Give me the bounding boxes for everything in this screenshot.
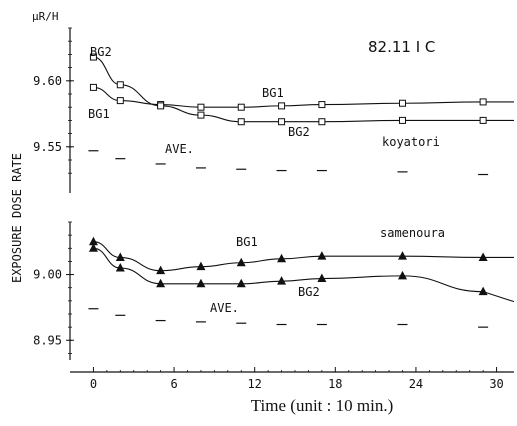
- data-point-bg2-koyatori: [157, 102, 165, 110]
- data-point-bg2-samenoura: [277, 276, 287, 285]
- y-tick-label-samenoura: 8.95: [33, 333, 62, 347]
- station-label-samenoura: samenoura: [380, 226, 445, 240]
- x-tick-label: 0: [90, 377, 97, 391]
- data-point-bg2-samenoura: [156, 278, 166, 288]
- series-line-bg2-koyatori: [93, 56, 514, 123]
- data-point-bg2-samenoura: [317, 273, 327, 283]
- x-tick-label: 18: [328, 377, 342, 391]
- data-point-bg1-koyatori: [116, 97, 124, 105]
- data-point-bg2-koyatori: [399, 116, 406, 124]
- data-point-bg1-samenoura: [196, 261, 206, 271]
- data-point-bg2-samenoura: [115, 263, 125, 272]
- data-point-bg1-koyatori: [237, 103, 245, 111]
- data-point-bg1-koyatori: [197, 103, 205, 111]
- plot-layer: 9.55 9.60 BG1 BG1 BG2 BG2 AVE. 8.95 9.00 BG1 BG2 AV…: [33, 27, 515, 391]
- series-line-bg1-koyatori: [93, 86, 514, 108]
- y-tick-label-koyatori: 9.55: [33, 140, 62, 154]
- series-label-bg2-samenoura: BG2: [298, 285, 320, 299]
- data-point-bg2-samenoura: [88, 243, 98, 252]
- x-tick-label: 12: [247, 377, 261, 391]
- data-point-bg1-koyatori: [89, 83, 97, 91]
- data-point-bg1-samenoura: [317, 251, 327, 260]
- y-axis-label: EXPOSURE DOSE RATE: [10, 153, 24, 283]
- data-point-bg2-koyatori: [89, 53, 97, 61]
- data-point-bg2-samenoura: [236, 278, 246, 288]
- data-point-bg1-samenoura: [88, 236, 98, 246]
- series-label-bg1-samenoura: BG1: [236, 235, 258, 249]
- y-tick-label-samenoura: 9.00: [33, 268, 62, 282]
- data-point-bg1-samenoura: [277, 253, 287, 263]
- data-point-bg2-samenoura: [478, 286, 488, 296]
- x-tick-label: 6: [170, 377, 177, 391]
- series-label-bg2-koyatori: BG2: [288, 125, 310, 139]
- data-point-bg2-koyatori: [278, 118, 286, 126]
- data-point-bg1-samenoura: [115, 252, 125, 261]
- unit-label: μR/H: [32, 10, 59, 23]
- data-point-bg2-koyatori: [237, 118, 245, 126]
- x-tick-label: 24: [409, 377, 423, 391]
- series-start-label-bg1-koyatori: BG1: [88, 107, 110, 121]
- data-point-bg2-koyatori: [318, 118, 326, 126]
- data-point-bg2-samenoura: [398, 270, 407, 280]
- data-point-bg1-koyatori: [318, 101, 326, 109]
- series-label-ave-koyatori: AVE.: [165, 142, 194, 156]
- y-tick-label-koyatori: 9.60: [33, 74, 62, 88]
- data-point-bg2-koyatori: [479, 116, 487, 124]
- data-point-bg1-koyatori: [479, 98, 487, 106]
- x-axis-label: Time (unit : 10 min.): [251, 396, 393, 415]
- series-line-bg1-samenoura: [93, 241, 514, 272]
- station-label-koyatori: koyatori: [382, 135, 440, 149]
- data-point-bg1-samenoura: [478, 252, 488, 261]
- data-point-bg2-samenoura: [196, 278, 206, 288]
- data-point-bg2-koyatori: [197, 111, 205, 119]
- series-label-bg1-koyatori: BG1: [262, 86, 284, 100]
- data-point-bg1-koyatori: [278, 102, 286, 110]
- x-tick-label: 30: [489, 377, 503, 391]
- chart-title: 82.11 I C: [368, 38, 435, 56]
- data-point-bg1-koyatori: [399, 99, 406, 107]
- series-start-label-bg2-koyatori: BG2: [90, 45, 112, 59]
- data-point-bg2-koyatori: [116, 81, 124, 89]
- data-point-bg1-samenoura: [156, 265, 166, 275]
- series-label-ave-samenoura: AVE.: [210, 301, 239, 315]
- data-point-bg1-samenoura: [236, 257, 246, 267]
- data-point-bg1-samenoura: [398, 251, 407, 260]
